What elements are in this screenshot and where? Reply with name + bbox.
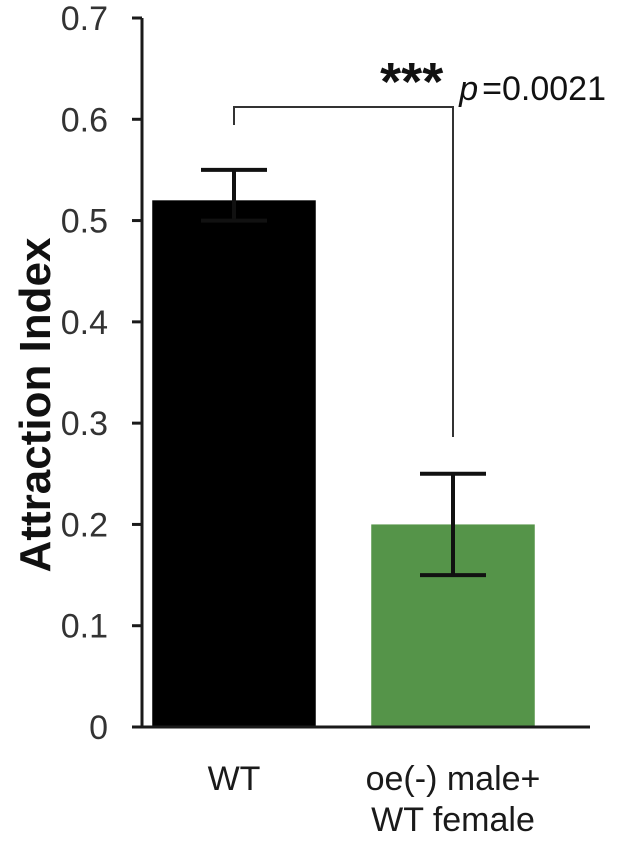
- error-bars: [201, 167, 486, 578]
- significance-bracket: [233, 106, 454, 437]
- y-axis-title: Attraction Index: [11, 237, 60, 572]
- y-tick-label: 0.5: [61, 203, 108, 241]
- p-italic: p: [458, 70, 478, 108]
- y-tick-label: 0: [89, 709, 108, 747]
- bars: [152, 200, 535, 728]
- y-tick-label: 0.1: [61, 608, 108, 646]
- y-tick-label: 0.2: [61, 506, 108, 544]
- category-labels: WT oe(-) male+ WT female: [208, 760, 541, 839]
- category-label: oe(-) male+ WT female: [366, 760, 541, 839]
- y-tick-label: 0.6: [61, 101, 108, 139]
- significance-label: *** p =0.0021: [380, 52, 606, 112]
- category-label-line: WT: [208, 760, 261, 798]
- category-label: WT: [208, 760, 261, 798]
- y-tick-label: 0.7: [61, 0, 108, 38]
- y-tick-label: 0.3: [61, 405, 108, 443]
- y-tick-label: 0.4: [61, 304, 108, 342]
- category-label-line: oe(-) male+: [366, 760, 541, 798]
- significance-stars: ***: [380, 52, 443, 112]
- p-value: =0.0021: [482, 70, 606, 108]
- bar: [152, 200, 316, 728]
- category-label-line: WT female: [371, 801, 535, 839]
- y-axis-ticks: 0 0.1 0.2 0.3 0.4 0.5 0.6 0.7: [61, 0, 142, 747]
